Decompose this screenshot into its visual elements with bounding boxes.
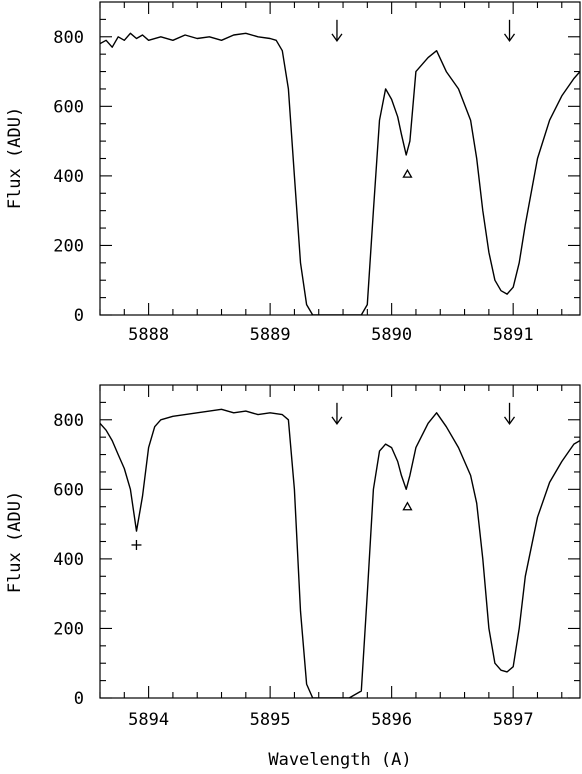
y-axis-title: Flux (ADU) [5, 107, 25, 209]
y-tick-label: 0 [74, 306, 84, 326]
y-tick-label: 400 [53, 167, 84, 187]
x-tick-label: 5897 [493, 710, 534, 730]
top-panel: 5888 5889 5890 5891 0 200 400 600 800 Flux (ADU) [5, 1, 581, 345]
plot-frame [99, 384, 581, 699]
bottom-panel: 5894 5895 5896 5897 0 200 400 600 800 Flux (ADU) W… [5, 384, 581, 770]
plus-marker [131, 539, 142, 550]
y-tick-label: 200 [53, 236, 84, 256]
triangle-marker [402, 501, 413, 511]
x-tick-label: 5896 [371, 710, 412, 730]
triangle-marker [402, 168, 413, 178]
line-marker-arrow [503, 19, 516, 42]
y-tick-label: 0 [74, 689, 84, 709]
x-tick-label: 5891 [493, 325, 534, 345]
x-tick-label: 5895 [250, 710, 291, 730]
x-tick-label: 5894 [128, 710, 169, 730]
x-tick-label: 5888 [128, 325, 169, 345]
y-tick-label: 800 [53, 411, 84, 431]
line-marker-arrow [331, 402, 343, 425]
plot-frame [99, 1, 581, 316]
x-axis-title: Wavelength (A) [268, 750, 411, 770]
y-tick-label: 600 [53, 480, 84, 500]
spectrum-line [100, 408, 580, 698]
y-tick-label: 800 [53, 28, 84, 48]
x-tick-label: 5890 [371, 325, 412, 345]
y-tick-label: 200 [53, 619, 84, 639]
y-tick-label: 600 [53, 97, 84, 117]
line-marker-arrow [503, 402, 516, 425]
spectrum-line [100, 32, 580, 315]
y-tick-label: 400 [53, 550, 84, 570]
line-marker-arrow [331, 19, 343, 42]
x-tick-label: 5889 [250, 325, 291, 345]
y-axis-title: Flux (ADU) [5, 491, 25, 593]
